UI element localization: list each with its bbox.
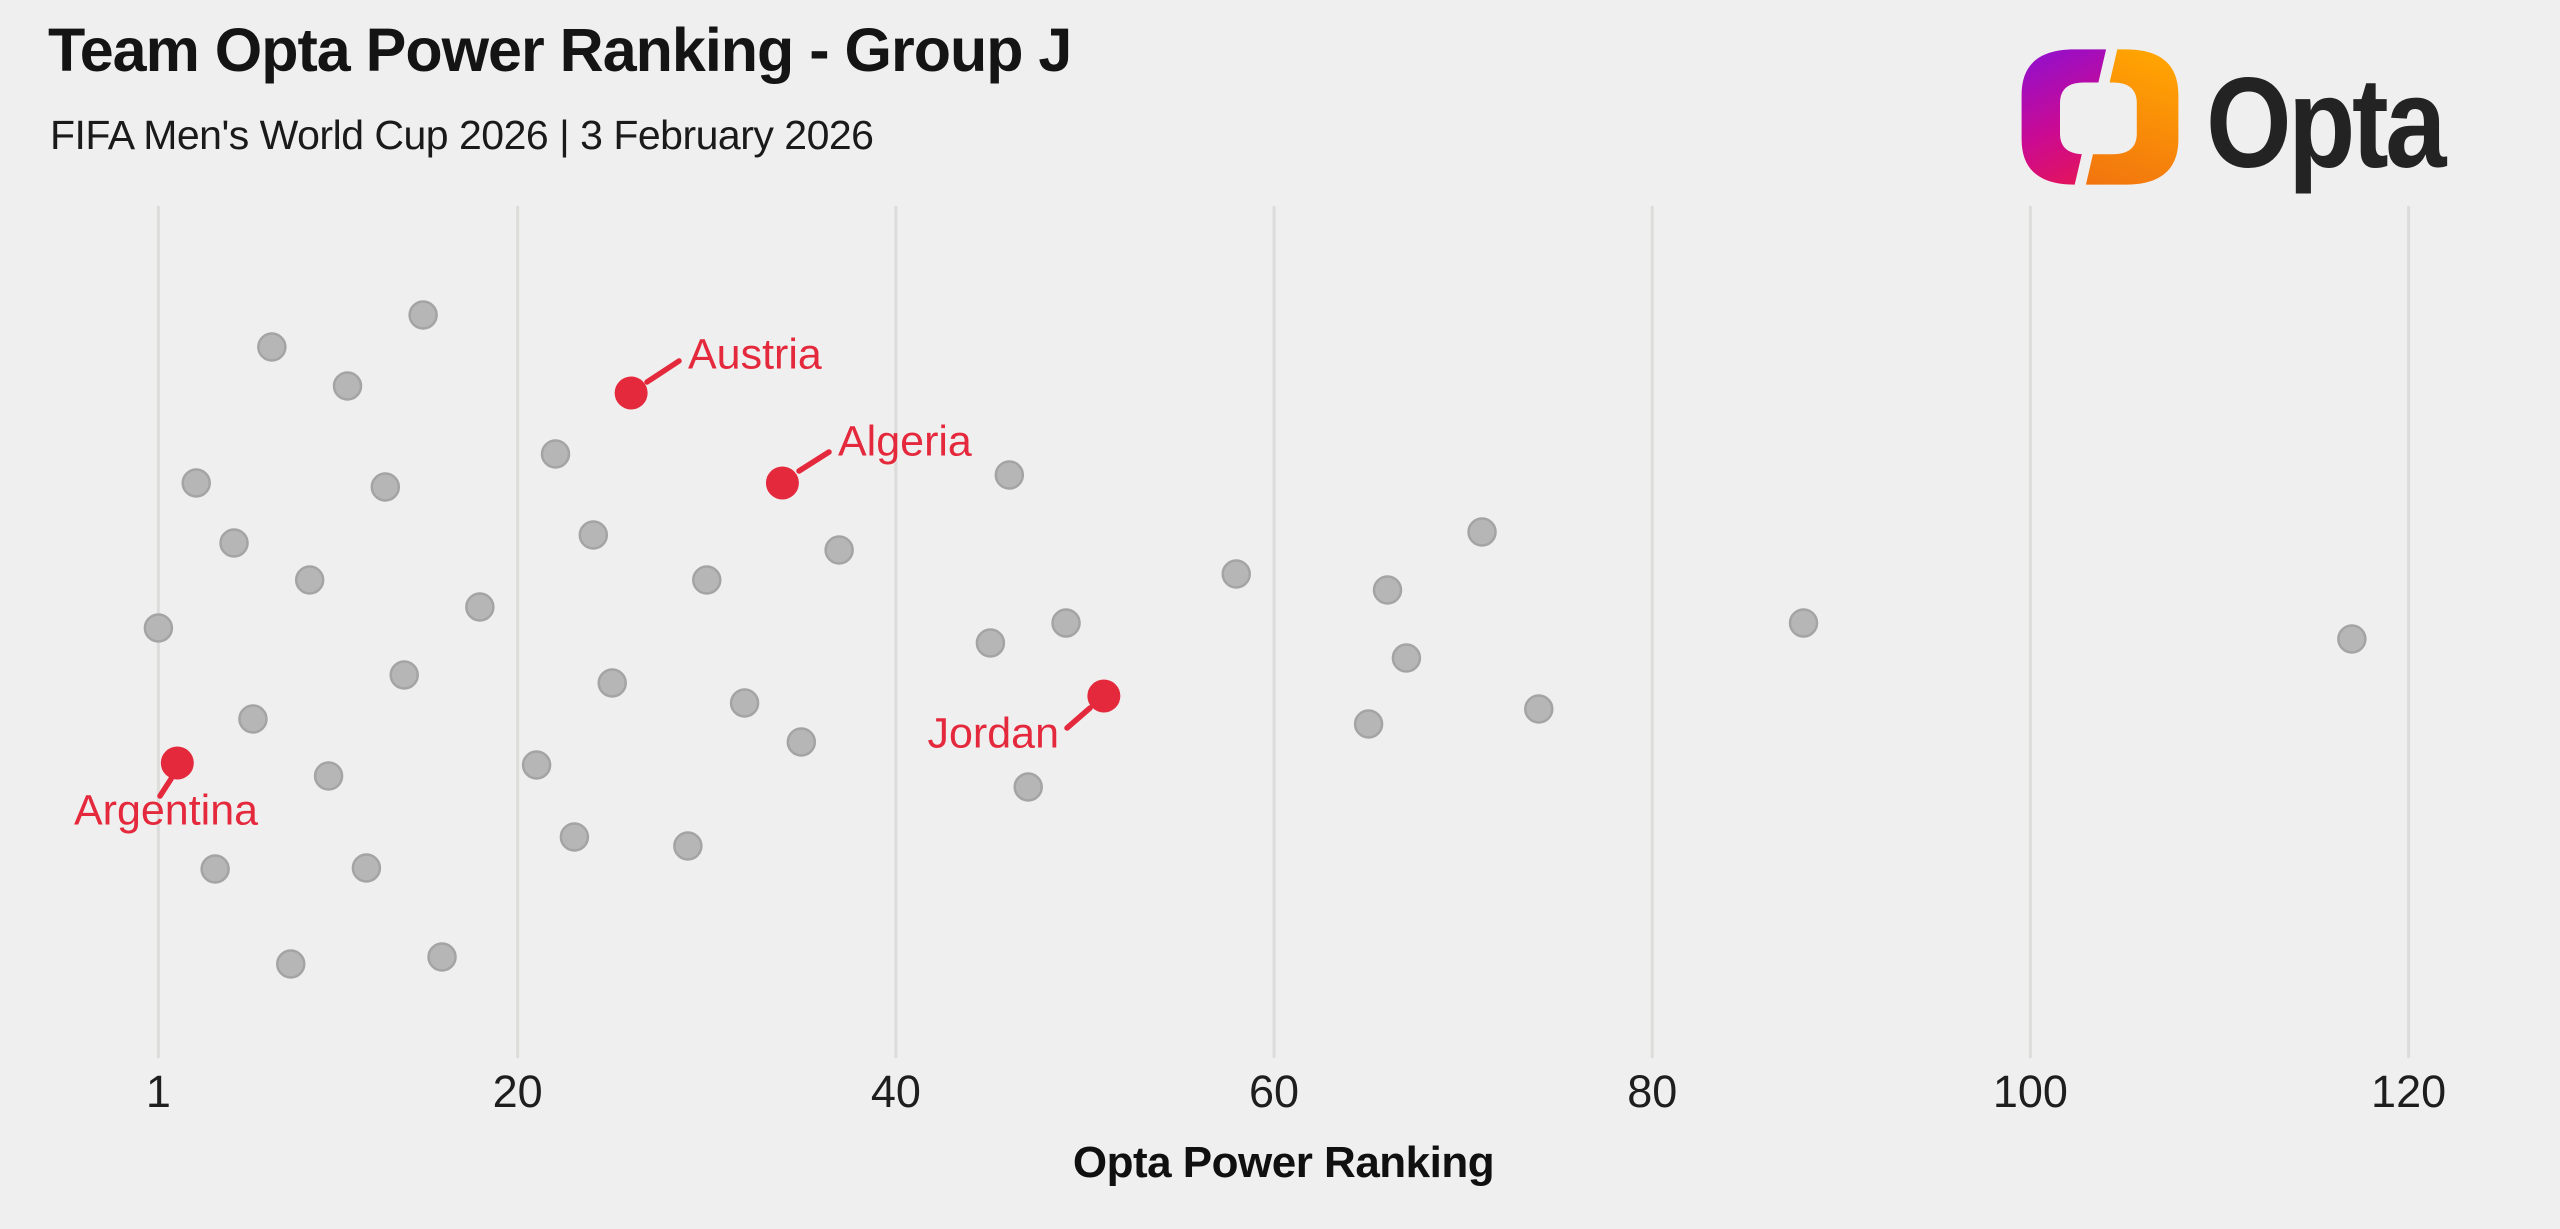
opta-logo: Opta bbox=[2020, 48, 2482, 188]
x-tick-label-120: 120 bbox=[2371, 1066, 2446, 1117]
team-dot-rank-5 bbox=[219, 528, 249, 558]
highlight-connector-austria bbox=[644, 358, 682, 385]
team-dot-rank-29 bbox=[673, 831, 703, 861]
team-dot-rank-71 bbox=[1467, 517, 1497, 547]
team-dot-rank-37 bbox=[824, 535, 854, 565]
team-dot-rank-14 bbox=[389, 660, 419, 690]
x-tick-label-60: 60 bbox=[1249, 1066, 1299, 1117]
team-dot-rank-3 bbox=[181, 468, 211, 498]
team-dot-rank-30 bbox=[692, 565, 722, 595]
opta-logo-mark bbox=[2021, 49, 2179, 185]
team-dot-rank-74 bbox=[1524, 694, 1554, 724]
highlight-dot-austria bbox=[614, 376, 648, 410]
highlight-connector-algeria bbox=[796, 449, 832, 474]
team-dot-rank-6 bbox=[238, 704, 268, 734]
highlight-annotations: Argentina Austria Algeria Jordan bbox=[74, 330, 1121, 834]
page-subtitle: FIFA Men's World Cup 2026 | 3 February 2… bbox=[50, 112, 874, 158]
team-dot-rank-1 bbox=[143, 613, 174, 643]
team-dot-rank-32 bbox=[729, 688, 760, 718]
team-dot-rank-46 bbox=[994, 460, 1025, 490]
x-axis-title: Opta Power Ranking bbox=[1072, 1138, 1495, 1187]
team-dot-rank-23 bbox=[559, 822, 590, 852]
team-dot-rank-9 bbox=[294, 565, 325, 595]
gridlines bbox=[156, 206, 2411, 1058]
x-tick-labels: 1 20 40 60 80 100 120 bbox=[146, 1066, 2446, 1117]
team-dot-rank-4 bbox=[200, 854, 230, 884]
highlight-dot-jordan bbox=[1087, 679, 1121, 713]
team-dot-rank-65 bbox=[1353, 709, 1384, 739]
team-dot-rank-15 bbox=[408, 300, 438, 330]
highlight-label-algeria: Algeria bbox=[838, 417, 972, 465]
team-dot-rank-11 bbox=[332, 371, 363, 401]
team-dot-rank-24 bbox=[578, 520, 609, 550]
team-dot-rank-66 bbox=[1372, 575, 1403, 605]
x-tick-label-1: 1 bbox=[146, 1066, 171, 1117]
team-dot-rank-58 bbox=[1221, 559, 1251, 589]
team-dot-rank-21 bbox=[521, 750, 552, 780]
team-dot-rank-88 bbox=[1788, 608, 1819, 638]
team-dot-rank-49 bbox=[1051, 608, 1081, 638]
highlight-label-austria: Austria bbox=[688, 330, 822, 378]
highlight-dot-argentina bbox=[160, 746, 194, 780]
highlight-connector-jordan bbox=[1064, 705, 1093, 731]
x-tick-label-80: 80 bbox=[1627, 1066, 1677, 1117]
team-dot-rank-7 bbox=[257, 332, 287, 362]
x-tick-label-20: 20 bbox=[493, 1066, 543, 1117]
team-dot-rank-16 bbox=[427, 942, 457, 972]
team-dot-rank-8 bbox=[276, 949, 306, 979]
highlight-label-jordan: Jordan bbox=[928, 709, 1059, 757]
team-dot-rank-67 bbox=[1391, 643, 1422, 673]
team-dot-rank-18 bbox=[465, 592, 495, 622]
team-dot-rank-22 bbox=[540, 439, 571, 469]
team-dot-rank-117 bbox=[2337, 624, 2367, 654]
highlight-dot-algeria bbox=[765, 466, 799, 500]
team-dot-rank-35 bbox=[786, 727, 817, 757]
highlight-label-argentina: Argentina bbox=[74, 786, 258, 834]
team-dot-rank-10 bbox=[313, 761, 344, 791]
team-dot-rank-12 bbox=[351, 853, 382, 883]
team-dots bbox=[143, 300, 2367, 979]
team-dot-rank-45 bbox=[975, 628, 1006, 658]
x-tick-label-100: 100 bbox=[1993, 1066, 2068, 1117]
team-dot-rank-13 bbox=[370, 472, 401, 502]
highlight-connector-argentina bbox=[157, 776, 174, 799]
team-dot-rank-47 bbox=[1013, 772, 1043, 802]
x-tick-label-40: 40 bbox=[871, 1066, 921, 1117]
page-title: Team Opta Power Ranking - Group J bbox=[48, 16, 1072, 84]
opta-logo-wordmark: Opta bbox=[2206, 52, 2446, 195]
team-dot-rank-25 bbox=[597, 668, 627, 698]
